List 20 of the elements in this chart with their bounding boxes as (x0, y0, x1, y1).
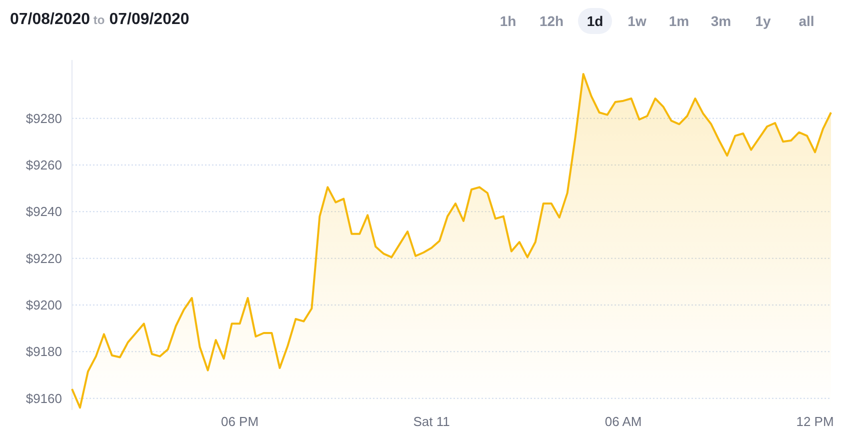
text: 1w (628, 13, 646, 29)
chart-title: 07/08/2020 to 07/09/2020 (10, 11, 190, 28)
text: 1m (668, 13, 690, 29)
y-tick-label: $9180 (26, 344, 62, 360)
y-tick-label: $9240 (26, 204, 62, 220)
text: 1y (755, 13, 771, 29)
text: 1d (586, 13, 604, 29)
x-tick-label: 06 PM (220, 414, 259, 429)
y-tick-label: $9160 (26, 390, 62, 406)
y-tick-label: $9220 (26, 250, 62, 266)
text: 12h (539, 13, 564, 29)
x-tick-label: 06 AM (604, 414, 642, 429)
text: 3m (710, 13, 732, 29)
text: all (798, 13, 814, 29)
x-tick-label: 12 PM (796, 414, 834, 429)
x-tick-label: Sat 11 (413, 414, 450, 429)
y-tick-label: $9260 (26, 158, 62, 173)
text: 1h (500, 13, 516, 29)
y-tick-label: $9280 (26, 110, 62, 126)
y-tick-label: $9200 (26, 298, 62, 313)
